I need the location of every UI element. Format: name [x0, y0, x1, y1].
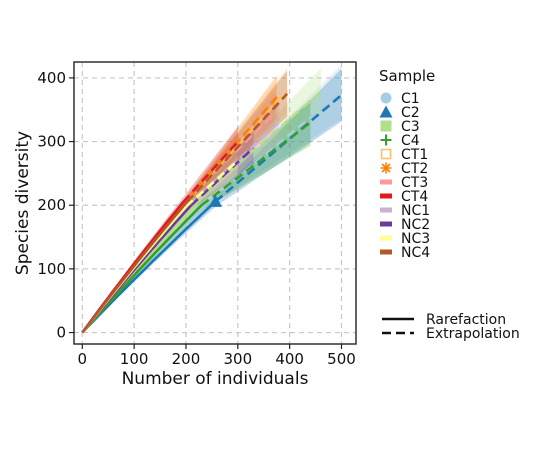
series-lines [81, 89, 343, 334]
rarefaction-line-c4 [81, 204, 203, 334]
observed-marker-c2 [209, 194, 223, 207]
legend-label-c2: C2 [401, 105, 420, 121]
extrapolation-line-nc4 [186, 92, 289, 203]
legend-key-nc4 [380, 249, 392, 255]
legend-key-c1 [380, 92, 392, 104]
y-tick-label: 200 [37, 196, 66, 214]
legend-label-c3: C3 [401, 119, 420, 135]
x-tick-label: 0 [78, 350, 88, 368]
legend-key-nc1 [380, 207, 392, 213]
legend-item-ct4: CT4 [380, 189, 428, 205]
grid-lines [74, 62, 356, 344]
legend-label-ct1: CT1 [401, 147, 428, 163]
y-tick-label: 100 [37, 260, 66, 278]
x-tick-label: 200 [172, 350, 201, 368]
legend-key-nc2 [380, 221, 392, 227]
legend-key-c3 [380, 120, 392, 132]
legend-item-nc3: NC3 [380, 231, 430, 247]
y-tick-label: 400 [37, 69, 66, 87]
legend-item-ct2: CT2 [380, 161, 428, 177]
legend-key-ct3 [380, 179, 392, 185]
legend-item-c3: C3 [380, 119, 420, 135]
legend-item-c1: C1 [380, 91, 420, 107]
legend-label-ct4: CT4 [401, 189, 428, 205]
extrapolation-line-ct2 [187, 96, 278, 200]
legend-key-ct4 [380, 193, 392, 199]
observed-markers [209, 194, 223, 207]
legend-key-c4 [380, 134, 392, 146]
legend-item-c2: C2 [379, 105, 420, 121]
legend-label-ct2: CT2 [401, 161, 428, 177]
x-tick-label: 100 [120, 350, 149, 368]
legend-label-c1: C1 [401, 91, 420, 107]
rarefaction-line-nc4 [81, 201, 188, 334]
legend-label-nc4: NC4 [401, 245, 430, 261]
legend-label-nc3: NC3 [401, 231, 430, 247]
extrapolation-line-ct1 [190, 89, 289, 197]
y-axis-title: Species diversity [13, 131, 33, 275]
legend-label-c4: C4 [401, 133, 420, 149]
extrapolation-line-nc2 [190, 146, 255, 207]
legend-item-nc2: NC2 [380, 217, 430, 233]
x-tick-label: 500 [327, 350, 356, 368]
legend-key-nc3 [380, 235, 392, 241]
axes: 0 100 200 300 400 500 0 100 200 300 400 [37, 61, 357, 368]
x-tick-label: 400 [275, 350, 304, 368]
extrapolation-line-nc3 [185, 159, 239, 208]
legend-title: Sample [379, 67, 435, 85]
legend-item-ct1: CT1 [380, 147, 428, 163]
legend-label-nc2: NC2 [401, 217, 430, 233]
method-legend-extrapolation: Extrapolation [382, 326, 520, 342]
legend-item-nc4: NC4 [380, 245, 430, 261]
y-tick-label: 0 [56, 324, 66, 342]
y-tick-label: 300 [37, 133, 66, 151]
confidence-band-c4 [82, 99, 311, 333]
method-legend-rarefaction: Rarefaction [382, 312, 506, 328]
legend-item-ct3: CT3 [380, 175, 428, 191]
legend-key-ct1 [380, 148, 392, 160]
panel-border [73, 61, 357, 345]
legend-label-nc1: NC1 [401, 203, 430, 219]
x-tick-label: 300 [223, 350, 252, 368]
method-label-rarefaction: Rarefaction [426, 312, 506, 328]
legend-key-c2 [379, 105, 393, 118]
legend-key-ct2 [380, 162, 392, 174]
legend-label-ct3: CT3 [401, 175, 428, 191]
method-label-extrapolation: Extrapolation [426, 326, 520, 342]
x-axis-title: Number of individuals [122, 369, 309, 389]
extrapolation-line-c1 [211, 90, 343, 200]
legend-item-nc1: NC1 [380, 203, 430, 219]
legend-item-c4: C4 [380, 133, 420, 149]
extrapolation-line-c4 [200, 121, 312, 207]
